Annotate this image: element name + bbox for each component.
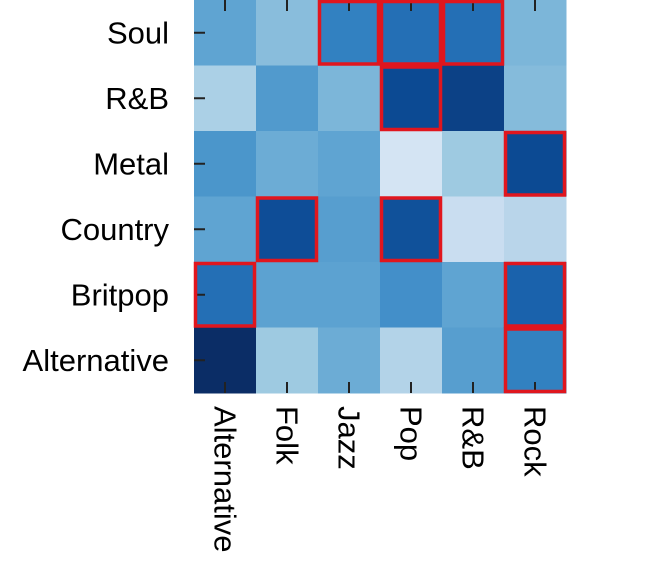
row-labels: Soul R&B Metal Country Britpop Alternative — [23, 15, 170, 378]
heatmap-cell-metal-jazz — [318, 131, 381, 197]
highlight-boxes — [193, 0, 567, 394]
heatmap-cell-country-folk — [256, 196, 319, 263]
tick-marks — [194, 0, 536, 393]
heatmap-cell-randb-rock — [504, 65, 567, 132]
heatmap-cell-country-jazz — [318, 196, 381, 263]
highlight-box-randb-pop — [379, 65, 443, 132]
column-label-randb: R&B — [456, 406, 491, 470]
heatmap-cell-country-rock — [504, 196, 567, 263]
column-label-rock: Rock — [518, 406, 553, 477]
highlight-box-soul-jazz — [317, 0, 381, 66]
highlight-box-country-folk — [255, 196, 319, 263]
heatmap-cells — [194, 0, 567, 394]
heatmap-cell-randb-folk — [256, 65, 319, 132]
highlight-box-britpop-rock — [503, 261, 567, 328]
heatmap-cell-randb-jazz — [318, 65, 381, 132]
heatmap-cell-randb-pop — [380, 65, 443, 132]
column-label-jazz: Jazz — [332, 406, 367, 470]
row-label-randb: R&B — [105, 81, 169, 116]
heatmap-cell-britpop-randb — [442, 262, 505, 328]
heatmap-cell-britpop-folk — [256, 262, 319, 328]
heatmap-cell-metal-rock — [504, 131, 567, 197]
highlight-box-soul-pop — [379, 0, 443, 66]
row-label-britpop: Britpop — [71, 277, 169, 312]
highlight-box-alternative-rock — [503, 327, 567, 394]
row-label-metal: Metal — [93, 146, 169, 181]
row-label-soul: Soul — [107, 15, 169, 50]
heatmap-cell-country-pop — [380, 196, 443, 263]
heatmap-cell-metal-randb — [442, 131, 505, 197]
highlight-box-metal-rock — [503, 130, 567, 197]
column-labels: Alternative Folk Jazz Pop R&B Rock — [208, 406, 553, 552]
heatmap-cell-britpop-rock — [504, 262, 567, 328]
heatmap-cell-metal-pop — [380, 131, 443, 197]
heatmap-cell-metal-folk — [256, 131, 319, 197]
highlight-box-britpop-alternative — [193, 261, 257, 328]
heatmap-cell-country-randb — [442, 196, 505, 263]
heatmap-cell-britpop-pop — [380, 262, 443, 328]
column-label-alternative: Alternative — [208, 406, 243, 552]
highlight-box-country-pop — [379, 196, 443, 263]
row-label-alternative: Alternative — [23, 343, 169, 378]
row-label-country: Country — [60, 212, 169, 247]
column-label-folk: Folk — [270, 406, 305, 465]
heatmap-cell-randb-randb — [442, 65, 505, 132]
column-label-pop: Pop — [394, 406, 429, 461]
heatmap-cell-britpop-jazz — [318, 262, 381, 328]
highlight-box-soul-randb — [441, 0, 505, 66]
